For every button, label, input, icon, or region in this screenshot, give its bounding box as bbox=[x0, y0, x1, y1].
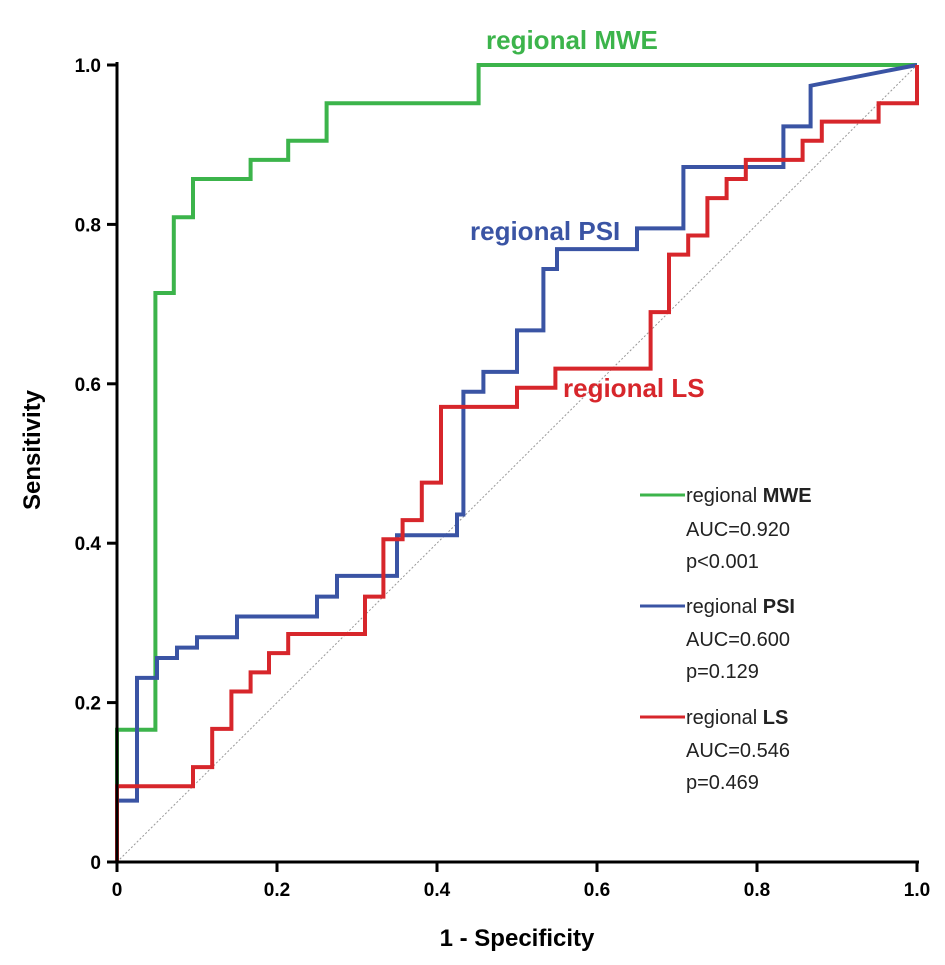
x-tick-label: 0.4 bbox=[424, 880, 451, 901]
y-tick-label: 0.8 bbox=[75, 215, 101, 236]
y-tick-label: 0.4 bbox=[75, 534, 102, 555]
x-ticks: 0 0.2 0.4 0.6 0.8 1.0 bbox=[112, 862, 930, 901]
series-line-ls bbox=[115, 65, 919, 862]
x-tick-label: 0 bbox=[112, 880, 123, 901]
legend-p-mwe: p<0.001 bbox=[686, 551, 759, 573]
legend-label-psi: regional PSI bbox=[686, 596, 795, 618]
series-label-psi: regional PSI bbox=[470, 216, 620, 246]
x-tick-label: 0.6 bbox=[584, 880, 610, 901]
series-label-ls: regional LS bbox=[563, 373, 705, 403]
legend-label-mwe: regional MWE bbox=[686, 485, 812, 507]
y-ticks: 0 0.2 0.4 0.6 0.8 1.0 bbox=[75, 56, 117, 874]
series-line-psi bbox=[115, 63, 918, 862]
series-line-mwe bbox=[115, 63, 917, 862]
x-axis-title: 1 - Specificity bbox=[440, 925, 595, 952]
series-lines bbox=[115, 63, 919, 862]
legend-label-ls: regional LS bbox=[686, 707, 788, 729]
legend-auc-psi: AUC=0.600 bbox=[686, 629, 790, 651]
legend: regional MWE AUC=0.920 p<0.001 regional … bbox=[640, 485, 812, 794]
x-tick-label: 1.0 bbox=[904, 880, 930, 901]
legend-p-ls: p=0.469 bbox=[686, 772, 759, 794]
y-tick-label: 1.0 bbox=[75, 56, 101, 77]
series-label-mwe: regional MWE bbox=[486, 25, 658, 55]
reference-diagonal bbox=[116, 64, 918, 863]
y-axis-title: Sensitivity bbox=[19, 389, 46, 510]
x-tick-label: 0.2 bbox=[264, 880, 290, 901]
y-tick-label: 0.2 bbox=[75, 694, 101, 715]
legend-auc-ls: AUC=0.546 bbox=[686, 740, 790, 762]
y-tick-label: 0.6 bbox=[75, 375, 101, 396]
x-tick-label: 0.8 bbox=[744, 880, 770, 901]
y-tick-label: 0 bbox=[90, 853, 101, 874]
legend-p-psi: p=0.129 bbox=[686, 661, 759, 683]
legend-auc-mwe: AUC=0.920 bbox=[686, 519, 790, 541]
